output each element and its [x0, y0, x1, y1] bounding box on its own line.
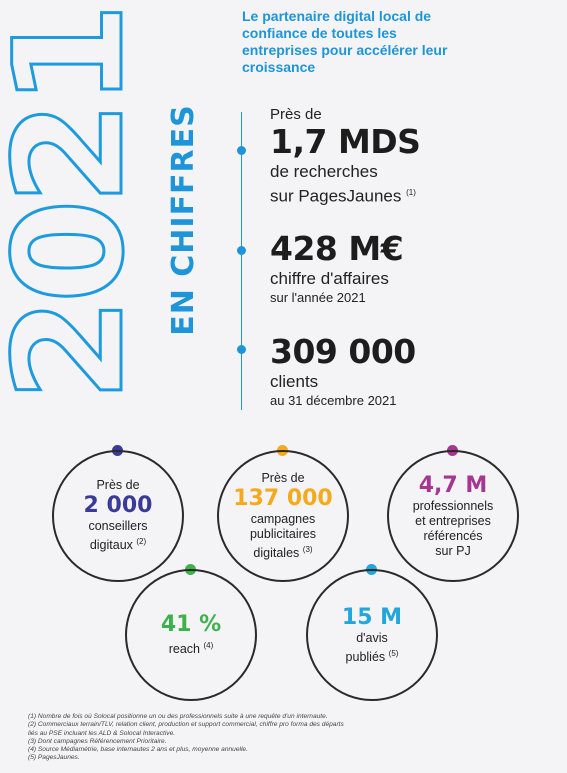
stat-line2: sur l'année 2021 — [270, 290, 366, 305]
stat-value: 428 M€ — [270, 229, 404, 268]
circle-l2: et entreprises — [415, 514, 491, 528]
stat-line1: clients — [270, 372, 319, 391]
circle-l1: d'avis — [356, 630, 388, 645]
stat-line2: au 31 décembre 2021 — [270, 393, 397, 408]
stat-clients: 309 000 clients au 31 décembre 2021 — [270, 333, 416, 409]
timeline-dot — [237, 246, 246, 255]
circle-listed: 4,7 M professionnels et entreprises réfé… — [387, 450, 519, 582]
year-2021: 2021 — [0, 5, 159, 405]
stat-searches: Près de 1,7 MDS de recherches sur PagesJ… — [270, 106, 421, 207]
footnote: (3) Dont campagnes Référencement Priorit… — [28, 737, 167, 745]
circle-reach: 41 % reach (4) — [125, 569, 257, 701]
footnotes: (1) Nombre de fois où Solocal positionne… — [28, 713, 548, 763]
tagline: Le partenaire digital local de confiance… — [242, 8, 448, 75]
footnote: (4) Source Médiamétrie, base internautes… — [28, 746, 248, 754]
circle-l1: campagnes — [250, 511, 316, 526]
circle-value: 2 000 — [83, 493, 153, 519]
circle-value: 4,7 M — [418, 473, 488, 498]
stat-value: 309 000 — [270, 332, 416, 371]
circle-reviews: 15 M d'avis publiés (5) — [306, 569, 438, 701]
stat-line1: de recherches — [270, 162, 378, 181]
circle-pre: Près de — [261, 470, 305, 485]
circle-l4: sur PJ — [435, 544, 471, 558]
circle-value: 41 % — [160, 612, 222, 638]
footnote: (2) Commerciaux terrain/TLV, relation cl… — [28, 721, 344, 729]
circle-pre: Près de — [96, 478, 140, 493]
circle-l3: référencés — [423, 529, 483, 543]
footnote: liés au PSE incluant les ALD & Solocal I… — [28, 729, 176, 737]
circle-l2: digitaux (2) — [89, 537, 147, 553]
circle-l2: publicitaires — [249, 526, 316, 541]
en-chiffres-label: EN CHIFFRES — [166, 104, 201, 336]
circle-l2: publiés (5) — [345, 648, 399, 665]
year-text: 2021 — [0, 7, 159, 403]
circle-l3: digitales (3) — [253, 544, 313, 561]
stat-pre: Près de — [270, 106, 322, 123]
circle-advisors: Près de 2 000 conseillers digitaux (2) — [52, 450, 184, 582]
stat-line2: sur PagesJaunes (1) — [270, 186, 416, 206]
timeline-dot — [237, 345, 246, 354]
circle-value: 15 M — [341, 604, 403, 630]
timeline-line — [241, 112, 242, 410]
footnote: (1) Nombre de fois où Solocal positionne… — [28, 713, 328, 720]
circle-l1: professionnels — [412, 499, 494, 513]
footnote: (5) PagesJaunes. — [28, 754, 80, 762]
timeline-dot — [237, 146, 246, 155]
stat-value: 1,7 MDS — [270, 122, 421, 161]
circle-campaigns: Près de 137 000 campagnes publicitaires … — [217, 450, 349, 582]
circle-l1: reach (4) — [168, 641, 214, 657]
stat-revenue: 428 M€ chiffre d'affaires sur l'année 20… — [270, 229, 404, 306]
circle-l1: conseillers — [88, 519, 148, 534]
circle-value: 137 000 — [233, 485, 333, 511]
stat-line1: chiffre d'affaires — [270, 269, 389, 288]
